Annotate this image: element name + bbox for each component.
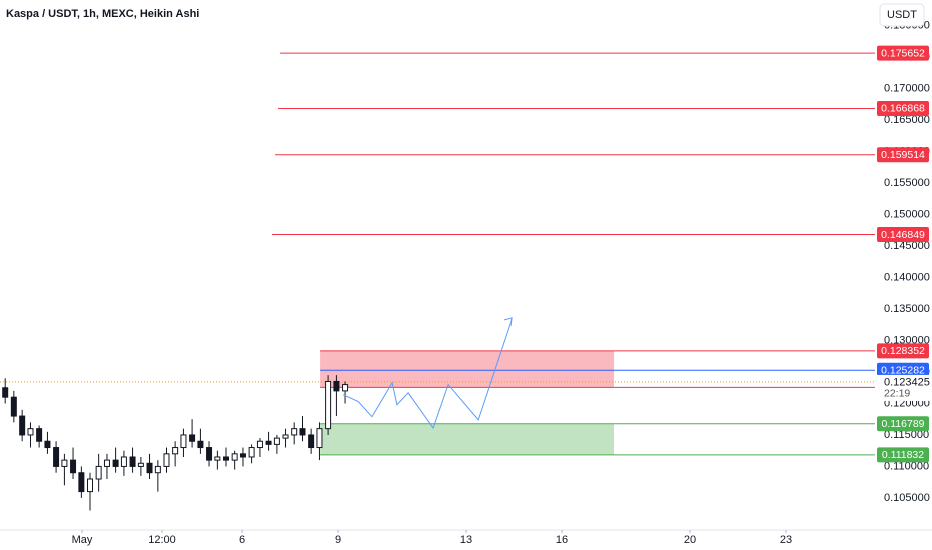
candle-body [172, 447, 179, 455]
y-tick-label: 0.145000 [884, 240, 930, 252]
x-tick-label: 6 [239, 534, 245, 546]
candle-body [333, 380, 340, 392]
candle-body [87, 478, 94, 493]
candle-body [180, 434, 187, 449]
candle-body [19, 415, 26, 436]
price-badge-label: 0.175652 [881, 47, 925, 59]
candle-body [316, 428, 323, 449]
candle-body [231, 453, 238, 461]
candle-body [248, 447, 255, 458]
candle-body [36, 428, 43, 442]
candle-body [78, 472, 85, 493]
y-tick-label: 0.105000 [884, 492, 930, 504]
chart-title: Kaspa / USDT, 1h, MEXC, Heikin Ashi [6, 8, 199, 20]
candle-body [308, 434, 315, 449]
price-badge-label: 0.125282 [881, 365, 925, 377]
x-tick-label: 16 [556, 534, 568, 546]
y-tick-label: 0.165000 [884, 114, 930, 126]
last-price-bg [877, 374, 931, 401]
x-tick-label: 20 [684, 534, 696, 546]
price-badge-label: 0.116789 [881, 418, 924, 430]
candle-body [70, 459, 77, 474]
price-badge [877, 343, 929, 359]
candle-body [256, 440, 263, 449]
candle-body [146, 462, 153, 474]
price-badge [877, 447, 929, 463]
zone [320, 423, 615, 455]
price-badge-label: 0.111832 [882, 449, 924, 461]
candle-body [2, 387, 9, 398]
candle-body [137, 462, 144, 467]
candle-body [27, 428, 34, 436]
x-tick-label: May [72, 534, 93, 546]
price-badge-label: 0.159514 [881, 149, 925, 161]
y-tick-label: 0.150000 [884, 209, 930, 221]
candle-body [10, 396, 17, 417]
candle-body [61, 459, 68, 467]
x-tick-label: 9 [335, 534, 341, 546]
plot [0, 52, 875, 511]
price-badge-label: 0.128352 [881, 345, 925, 357]
candle-body [53, 447, 60, 467]
zone [320, 350, 615, 388]
candle-body [154, 465, 161, 474]
candle-body [120, 456, 127, 467]
y-tick-label: 0.155000 [884, 177, 930, 189]
projection-path [342, 317, 513, 430]
candle-body [95, 465, 102, 480]
currency-label[interactable]: USDT [887, 9, 917, 21]
candle-body [112, 459, 119, 467]
candle-body [273, 437, 280, 445]
y-tick-label: 0.170000 [884, 83, 930, 95]
price-badge [877, 362, 929, 378]
candle-body [163, 453, 170, 467]
candle-body [223, 456, 230, 461]
candle-body [265, 440, 272, 445]
candle-body [103, 459, 110, 467]
candle-body [129, 456, 136, 467]
last-price-label: 0.123425 [884, 376, 930, 388]
price-badge [877, 100, 929, 116]
price-badge [877, 226, 929, 242]
candle-body [325, 380, 332, 430]
price-badge-label: 0.166868 [881, 103, 925, 115]
y-tick-label: 0.135000 [884, 303, 930, 315]
candle-body [291, 428, 298, 436]
candle-body [189, 434, 196, 442]
projection-arrowhead [503, 317, 513, 326]
candle-body [239, 453, 246, 458]
y-tick-label: 0.140000 [884, 271, 930, 283]
currency-button[interactable] [879, 3, 925, 27]
x-tick-label: 12:00 [148, 534, 176, 546]
candle-body [342, 384, 349, 392]
y-tick-label: 0.110000 [884, 460, 929, 472]
candle-body [282, 434, 289, 439]
price-badge [877, 45, 929, 61]
price-badge [877, 416, 929, 432]
candle-body [44, 440, 51, 449]
price-axis: 0.1050000.1100000.1150000.1200000.125000… [0, 20, 932, 546]
countdown-label: 22:19 [884, 388, 910, 400]
candle-body [214, 456, 221, 461]
x-tick-label: 23 [780, 534, 792, 546]
y-tick-label: 0.115000 [884, 429, 929, 441]
price-badge-label: 0.146849 [881, 229, 925, 241]
candle-body [197, 440, 204, 449]
candle-body [206, 447, 213, 461]
x-tick-label: 13 [460, 534, 472, 546]
price-badge [877, 147, 929, 163]
candle-body [299, 428, 306, 436]
